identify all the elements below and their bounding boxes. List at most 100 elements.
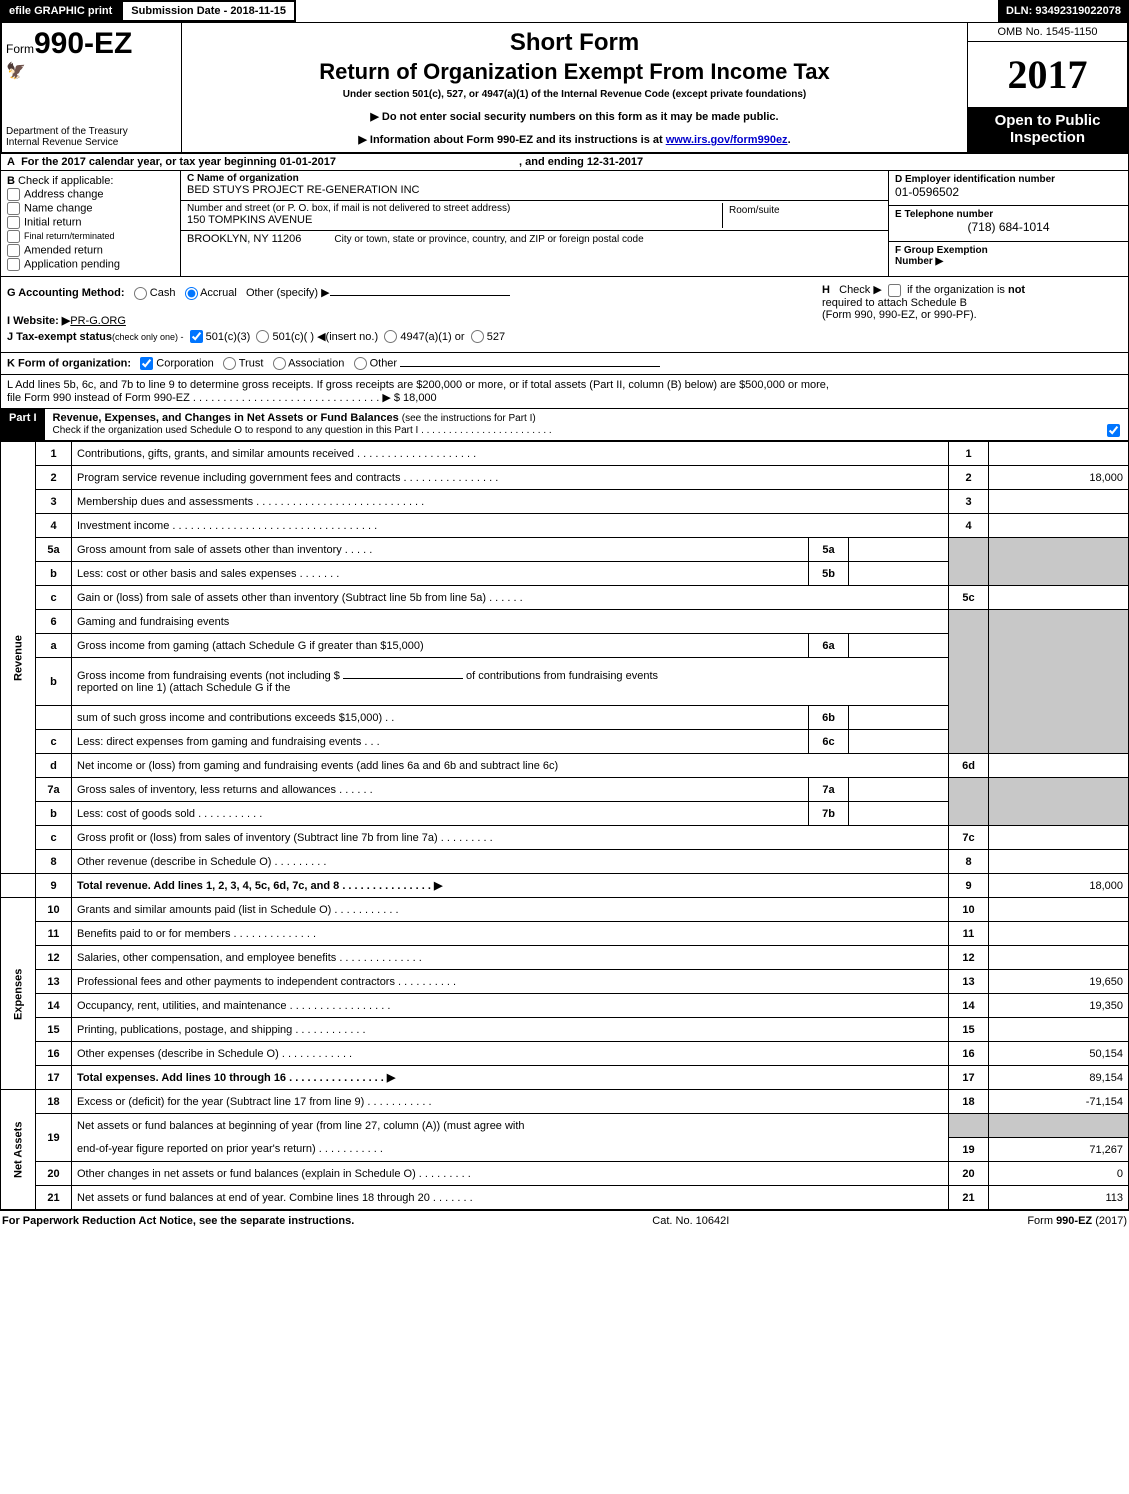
l6b-blank[interactable] bbox=[343, 678, 463, 679]
k-corp-chk[interactable] bbox=[140, 357, 153, 370]
l12-n: 12 bbox=[36, 946, 72, 970]
l17-amt: 89,154 bbox=[989, 1066, 1129, 1090]
g-other-line[interactable] bbox=[330, 295, 510, 296]
irs-link[interactable]: www.irs.gov/form990ez bbox=[666, 134, 788, 146]
chk-initial-return[interactable]: Initial return bbox=[7, 216, 174, 229]
form-header: Form990-EZ 🦅 Department of the Treasury … bbox=[0, 22, 1129, 154]
k-trust: Trust bbox=[239, 358, 264, 370]
e-phone: E Telephone number (718) 684-1014 bbox=[889, 206, 1128, 241]
chk-application-pending[interactable]: Application pending bbox=[7, 258, 174, 271]
netassets-vlabel: Net Assets bbox=[1, 1090, 36, 1210]
l5b-n: b bbox=[36, 562, 72, 586]
l3-d: Membership dues and assessments . . . . … bbox=[72, 490, 949, 514]
g-accrual-radio[interactable] bbox=[185, 287, 198, 300]
l5c-d: Gain or (loss) from sale of assets other… bbox=[72, 586, 949, 610]
part1-schedule-o-chk[interactable] bbox=[1107, 424, 1120, 437]
part1-desc: Revenue, Expenses, and Changes in Net As… bbox=[45, 409, 1128, 440]
chk-address-change[interactable]: Address change bbox=[7, 188, 174, 201]
g-cash: Cash bbox=[150, 287, 176, 299]
open-line1: Open to Public bbox=[995, 112, 1101, 129]
row-3: 3 Membership dues and assessments . . . … bbox=[1, 490, 1129, 514]
l14-d: Occupancy, rent, utilities, and maintena… bbox=[72, 994, 949, 1018]
l11-rn: 11 bbox=[949, 922, 989, 946]
c-street-val: 150 TOMPKINS AVENUE bbox=[187, 214, 722, 226]
row-14: 14 Occupancy, rent, utilities, and maint… bbox=[1, 994, 1129, 1018]
d-val: 01-0596502 bbox=[895, 185, 1122, 199]
chk-application-pending-box[interactable] bbox=[7, 258, 20, 271]
dln-label: DLN: 93492319022078 bbox=[998, 0, 1129, 22]
j-o3: 4947(a)(1) or bbox=[400, 331, 464, 343]
col-b: B Check if applicable: Address change Na… bbox=[1, 171, 181, 276]
footer-mid: Cat. No. 10642I bbox=[652, 1215, 729, 1227]
k-other-radio[interactable] bbox=[354, 357, 367, 370]
l10-n: 10 bbox=[36, 898, 72, 922]
l7b-sv bbox=[849, 802, 949, 826]
l15-d: Printing, publications, postage, and shi… bbox=[72, 1018, 949, 1042]
chk-amended-return-box[interactable] bbox=[7, 244, 20, 257]
part1-title: Revenue, Expenses, and Changes in Net As… bbox=[53, 412, 399, 424]
chk-address-change-lbl: Address change bbox=[24, 188, 104, 200]
l6-grey bbox=[949, 610, 989, 754]
l18-d: Excess or (deficit) for the year (Subtra… bbox=[72, 1090, 949, 1114]
g-accrual: Accrual bbox=[200, 287, 237, 299]
rev-vlabel-end bbox=[1, 874, 36, 898]
row-8: 8 Other revenue (describe in Schedule O)… bbox=[1, 850, 1129, 874]
i-val[interactable]: PR-G.ORG bbox=[70, 315, 126, 327]
h-not: not bbox=[1008, 284, 1025, 296]
irs-eagle-icon: 🦅 bbox=[6, 61, 177, 81]
l15-rn: 15 bbox=[949, 1018, 989, 1042]
chk-final-return-box[interactable] bbox=[7, 230, 20, 243]
l7c-d: Gross profit or (loss) from sales of inv… bbox=[72, 826, 949, 850]
part1-label: Part I bbox=[1, 409, 45, 440]
h-checkbox[interactable] bbox=[888, 284, 901, 297]
k-corp: Corporation bbox=[156, 358, 213, 370]
j-o1: 501(c)(3) bbox=[206, 331, 251, 343]
d-label: D Employer identification number bbox=[895, 174, 1122, 185]
k-assoc-radio[interactable] bbox=[273, 357, 286, 370]
j-501c3-chk[interactable] bbox=[190, 330, 203, 343]
l5a-sv bbox=[849, 538, 949, 562]
arrow-ssn: ▶ Do not enter social security numbers o… bbox=[192, 110, 957, 123]
l7c-rn: 7c bbox=[949, 826, 989, 850]
j-527-radio[interactable] bbox=[471, 330, 484, 343]
l9-rn: 9 bbox=[949, 874, 989, 898]
footer-right: Form 990-EZ (2017) bbox=[1027, 1215, 1127, 1227]
l2-amt: 18,000 bbox=[989, 466, 1129, 490]
chk-initial-return-box[interactable] bbox=[7, 216, 20, 229]
l20-amt: 0 bbox=[989, 1162, 1129, 1186]
k-trust-radio[interactable] bbox=[223, 357, 236, 370]
l15-n: 15 bbox=[36, 1018, 72, 1042]
row-6d: d Net income or (loss) from gaming and f… bbox=[1, 754, 1129, 778]
footer-right-pre: Form bbox=[1027, 1215, 1056, 1227]
l14-rn: 14 bbox=[949, 994, 989, 1018]
k-other-line[interactable] bbox=[400, 366, 660, 367]
chk-final-return[interactable]: Final return/terminated bbox=[7, 230, 174, 243]
efile-print-button[interactable]: efile GRAPHIC print bbox=[0, 0, 121, 22]
l6b-d: Gross income from fundraising events (no… bbox=[72, 658, 949, 706]
l19-grey bbox=[949, 1114, 989, 1138]
l-text1: L Add lines 5b, 6c, and 7b to line 9 to … bbox=[7, 379, 1122, 391]
row-6: 6 Gaming and fundraising events bbox=[1, 610, 1129, 634]
chk-name-change-box[interactable] bbox=[7, 202, 20, 215]
l15-amt bbox=[989, 1018, 1129, 1042]
j-4947-radio[interactable] bbox=[384, 330, 397, 343]
c-name-val: BED STUYS PROJECT RE-GENERATION INC bbox=[187, 184, 882, 196]
chk-amended-return[interactable]: Amended return bbox=[7, 244, 174, 257]
l6a-n: a bbox=[36, 634, 72, 658]
g-cash-radio[interactable] bbox=[134, 287, 147, 300]
l1-amt bbox=[989, 442, 1129, 466]
footer-right-post: (2017) bbox=[1092, 1215, 1127, 1227]
l18-n: 18 bbox=[36, 1090, 72, 1114]
chk-address-change-box[interactable] bbox=[7, 188, 20, 201]
l8-amt bbox=[989, 850, 1129, 874]
title-short-form: Short Form bbox=[192, 29, 957, 57]
j-501c-radio[interactable] bbox=[256, 330, 269, 343]
l2-n: 2 bbox=[36, 466, 72, 490]
l19-grey2 bbox=[989, 1114, 1129, 1138]
l7b-d: Less: cost of goods sold . . . . . . . .… bbox=[72, 802, 809, 826]
ghij-left: G Accounting Method: Cash Accrual Other … bbox=[7, 283, 822, 346]
chk-name-change[interactable]: Name change bbox=[7, 202, 174, 215]
h-label: H bbox=[822, 284, 830, 296]
l3-n: 3 bbox=[36, 490, 72, 514]
footer-right-b: 990-EZ bbox=[1056, 1215, 1092, 1227]
